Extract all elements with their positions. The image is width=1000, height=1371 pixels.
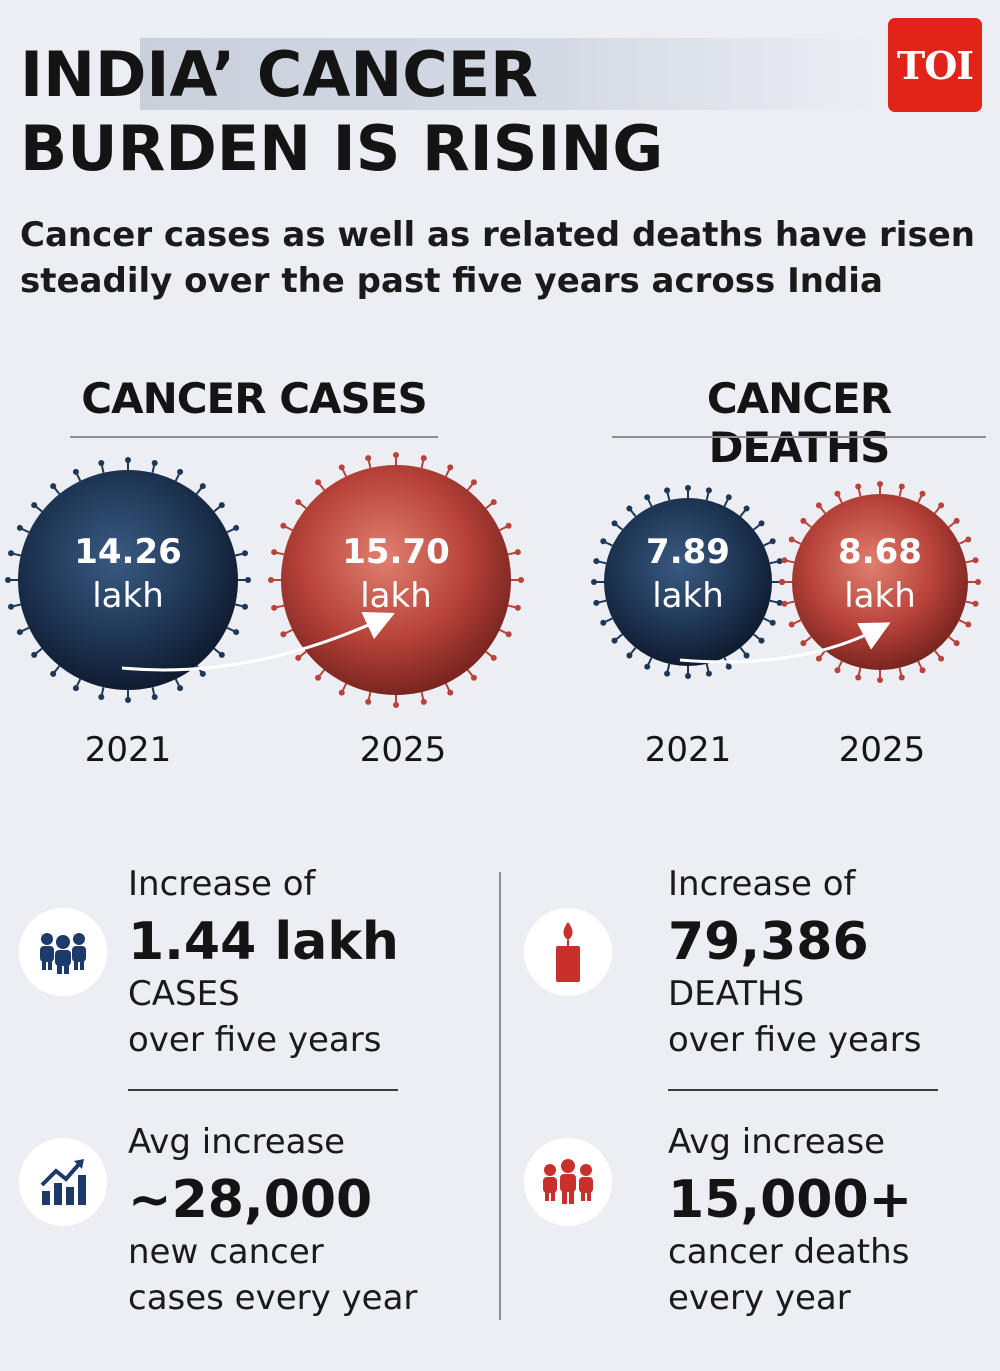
deaths-trend-arrow (679, 622, 891, 664)
toi-logo: TOI (888, 18, 982, 112)
deaths-increase-stat: Increase of 79,386 DEATHS over five year… (668, 862, 988, 1062)
virus-cases-2021 (18, 470, 238, 690)
deaths-increase-line1: DEATHS (668, 974, 805, 1014)
cases-increase-line2: over five years (128, 1020, 382, 1060)
cases-2025-value-group: 15.70 lakh (316, 530, 476, 618)
deaths-avg-pre: Avg increase (668, 1122, 886, 1162)
deaths-2025-unit: lakh (844, 576, 916, 616)
cases-avg-pre: Avg increase (128, 1122, 346, 1162)
cases-2021-value-group: 14.26 lakh (48, 530, 208, 618)
deaths-avg-line2: every year (668, 1278, 851, 1318)
cases-increase-line1: CASES (128, 974, 240, 1014)
cases-increase-stat: Increase of 1.44 lakh CASES over five ye… (128, 862, 488, 1062)
cases-increase-icon-wrap (19, 908, 107, 996)
cases-2021-unit: lakh (92, 576, 164, 616)
deaths-heading-rule (612, 436, 986, 438)
deaths-avg-line1: cancer deaths (668, 1232, 910, 1272)
deaths-stat-divider (668, 1089, 938, 1091)
cases-trend-arrow (121, 611, 395, 672)
deaths-2021-value-group: 7.89 lakh (608, 530, 768, 618)
deaths-2025-value-group: 8.68 lakh (800, 530, 960, 618)
deaths-year-to: 2025 (838, 730, 926, 770)
cases-avg-line1: new cancer (128, 1232, 324, 1272)
people-group-icon (543, 1159, 593, 1204)
column-divider (499, 872, 501, 1320)
cases-2025-value: 15.70 (342, 532, 450, 572)
virus-deaths-2025 (792, 494, 968, 670)
cases-year-to: 2025 (359, 730, 447, 770)
cases-avg-icon-wrap (19, 1138, 107, 1226)
cases-2021-value: 14.26 (74, 532, 182, 572)
deaths-increase-line2: over five years (668, 1020, 922, 1060)
cases-year-from: 2021 (84, 730, 172, 770)
cases-increase-value: 1.44 lakh (128, 912, 399, 972)
title-line-1: INDIA’ CANCER (20, 38, 538, 111)
candle-icon (556, 922, 580, 982)
virus-deaths-2021 (604, 498, 772, 666)
people-group-icon (40, 933, 86, 974)
deaths-avg-value: 15,000+ (668, 1170, 913, 1230)
deaths-avg-icon-wrap (524, 1138, 612, 1226)
deaths-increase-pre: Increase of (668, 864, 856, 904)
title-line-2: BURDEN IS RISING (20, 112, 664, 185)
cases-avg-line2: cases every year (128, 1278, 418, 1318)
cases-heading-rule (70, 436, 438, 438)
cases-stat-divider (128, 1089, 398, 1091)
cases-increase-pre: Increase of (128, 864, 316, 904)
cases-2025-unit: lakh (360, 576, 432, 616)
deaths-increase-icon-wrap (524, 908, 612, 996)
page-title: INDIA’ CANCER BURDEN IS RISING (20, 38, 663, 186)
deaths-year-from: 2021 (644, 730, 732, 770)
cases-avg-stat: Avg increase ~28,000 new cancer cases ev… (128, 1120, 488, 1320)
title-highlight-band (140, 38, 880, 110)
bar-chart-growth-icon (40, 1159, 86, 1205)
deaths-heading: CANCER DEATHS (706, 374, 892, 472)
cases-heading: CANCER CASES (81, 374, 427, 423)
deaths-increase-value: 79,386 (668, 912, 869, 972)
deaths-2021-unit: lakh (652, 576, 724, 616)
deaths-2025-value: 8.68 (838, 532, 922, 572)
deaths-2021-value: 7.89 (646, 532, 730, 572)
virus-illustrations (5, 452, 981, 708)
cases-avg-value: ~28,000 (128, 1170, 373, 1230)
deaths-avg-stat: Avg increase 15,000+ cancer deaths every… (668, 1120, 988, 1320)
subtitle: Cancer cases as well as related deaths h… (20, 215, 975, 301)
